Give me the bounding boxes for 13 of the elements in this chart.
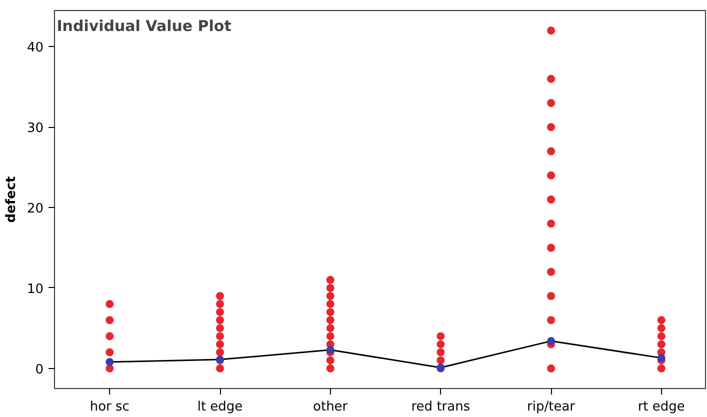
x-tick-label: hor sc [90,400,130,414]
x-tick-label: other [313,400,348,414]
y-axis-title: defect [4,176,19,223]
text: Individual Value Plot [56,16,232,35]
y-tick-label: 20 [26,202,44,217]
x-tick-label: rt edge [638,400,685,414]
y-tick-label: 40 [26,40,44,56]
x-tick-label: lt edge [197,400,243,414]
y-tick-label: 10 [26,282,44,297]
x-tick-label: red trans [411,400,470,414]
y-tick-label: 0 [35,362,44,378]
y-tick-label: 30 [26,121,44,136]
x-tick-label: rip/tear [527,400,576,414]
